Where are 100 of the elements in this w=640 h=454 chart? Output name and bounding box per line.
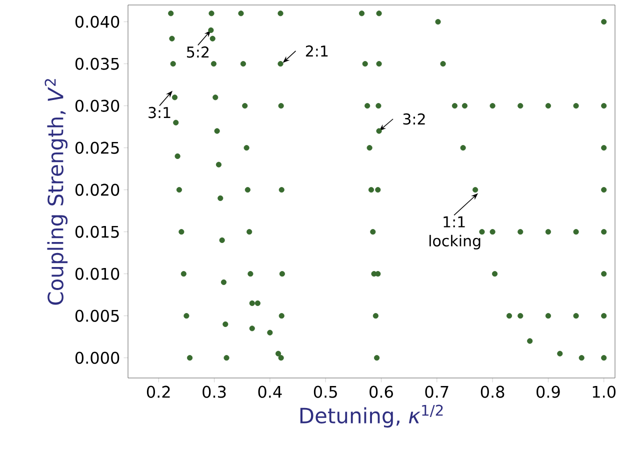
point	[527, 338, 533, 344]
y-tick-label: 0.000	[75, 352, 120, 364]
point	[242, 103, 248, 109]
y-tick-label: 0.015	[75, 226, 119, 238]
y-tick-label: 0.035	[75, 58, 119, 70]
point	[278, 313, 284, 319]
y-axis-title: Coupling Strength, V$^{2}$	[44, 79, 68, 305]
point	[278, 103, 284, 109]
point	[218, 195, 224, 202]
point	[368, 187, 374, 193]
point	[208, 10, 214, 16]
point	[601, 271, 607, 277]
point	[219, 237, 225, 244]
x-tick-label: 0.4	[258, 386, 282, 398]
point	[545, 229, 552, 235]
point	[545, 103, 552, 109]
point	[376, 103, 382, 109]
y-tick-label: 0.005	[75, 310, 119, 322]
point	[452, 103, 458, 109]
point	[172, 94, 178, 100]
point	[518, 229, 524, 235]
point	[601, 187, 607, 193]
point	[178, 229, 184, 235]
point	[244, 145, 250, 151]
point	[240, 60, 246, 67]
point	[460, 145, 466, 151]
point	[472, 187, 478, 193]
point	[180, 271, 186, 277]
point	[275, 350, 282, 356]
point	[210, 60, 217, 67]
point	[506, 313, 512, 319]
point	[212, 94, 218, 100]
point	[601, 18, 607, 25]
point	[214, 128, 220, 134]
annotation: 3:2	[403, 113, 425, 125]
point	[216, 162, 222, 168]
x-tick-label: 0.6	[370, 386, 393, 398]
x-tick-label: 0.9	[536, 386, 560, 398]
point	[176, 187, 182, 193]
y-tick-label: 0.020	[75, 184, 120, 196]
point	[184, 313, 190, 319]
point	[601, 145, 607, 151]
y-tick-label: 0.030	[75, 100, 120, 112]
point	[170, 60, 176, 67]
x-tick-label: 1.0	[592, 386, 616, 398]
point	[174, 153, 180, 160]
point	[248, 271, 254, 277]
x-tick-label: 0.5	[314, 386, 337, 398]
point	[518, 313, 524, 319]
point	[366, 145, 372, 151]
point	[372, 313, 378, 319]
point	[362, 60, 368, 67]
point	[220, 279, 227, 286]
point	[375, 187, 381, 193]
point	[492, 271, 498, 277]
x-axis-title: Detuning, κ$^{1/2}$	[300, 404, 443, 428]
point	[254, 300, 260, 306]
y-tick-label: 0.040	[75, 16, 120, 28]
annotation: 5:2	[187, 46, 209, 58]
point	[238, 10, 244, 16]
point	[358, 10, 365, 16]
point	[578, 355, 584, 361]
annotation: 2:1	[306, 45, 328, 57]
point	[518, 103, 524, 109]
point	[573, 229, 579, 235]
point	[601, 355, 607, 361]
point	[210, 36, 216, 42]
x-tick-label: 0.8	[480, 386, 504, 398]
point	[208, 27, 214, 33]
point	[278, 10, 284, 16]
point	[278, 355, 284, 361]
x-tick-label: 0.3	[202, 386, 226, 398]
point	[440, 60, 446, 67]
point	[370, 229, 376, 235]
x-tick-label: 0.2	[146, 386, 170, 398]
point	[168, 10, 174, 16]
point	[222, 321, 228, 328]
point	[267, 330, 273, 336]
point	[462, 103, 468, 109]
point	[376, 10, 382, 16]
point	[278, 60, 284, 67]
point	[376, 60, 382, 67]
y-tick-label: 0.010	[75, 268, 120, 280]
annotation: 1:1 locking	[430, 216, 480, 250]
annotation: 3:1	[148, 106, 170, 118]
point	[278, 187, 284, 193]
point	[490, 103, 496, 109]
point	[279, 271, 285, 277]
point	[435, 18, 441, 25]
point	[573, 103, 579, 109]
point	[364, 103, 370, 109]
point	[376, 128, 382, 134]
point	[374, 355, 380, 361]
point	[169, 36, 175, 42]
point	[601, 229, 607, 235]
point	[545, 313, 552, 319]
point	[173, 120, 179, 126]
point	[601, 313, 607, 319]
point	[249, 300, 255, 306]
x-tick-label: 0.7	[425, 386, 448, 398]
